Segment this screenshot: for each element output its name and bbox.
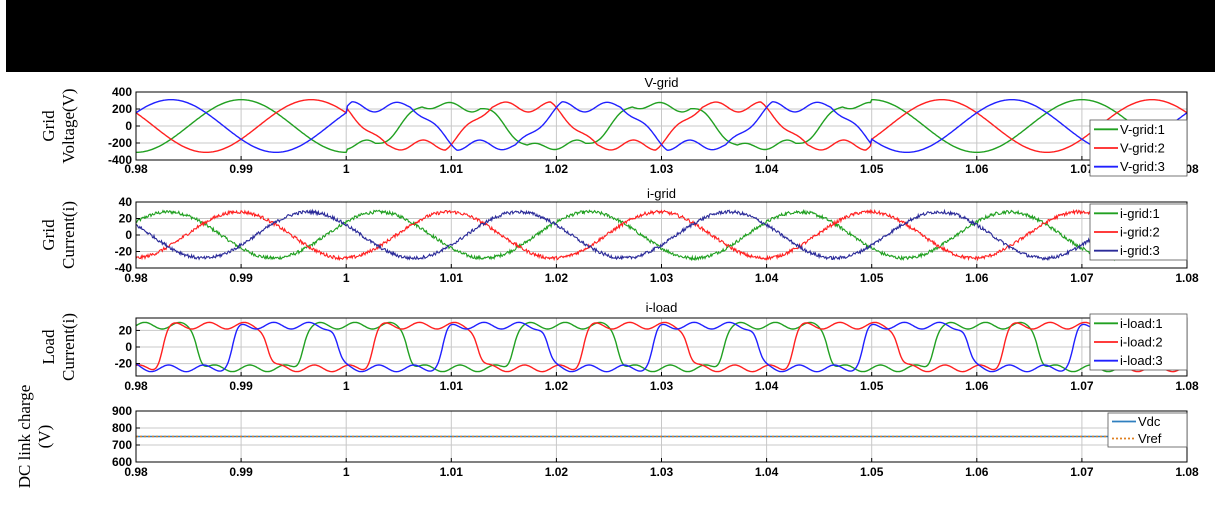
legend-label: i-grid:1: [1120, 206, 1160, 221]
y-tick-label: 400: [112, 85, 132, 99]
y-axis-label: Voltage(V): [59, 88, 78, 163]
x-tick-label: 1.05: [860, 379, 884, 393]
x-tick-label: 0.99: [229, 162, 253, 176]
legend-label: V-grid:1: [1120, 122, 1165, 137]
plot-panel-4: 0.98 0.99 1 1.01 1.02 1.03 1.04 1.05 1.06 1.07 1.0…: [15, 385, 1199, 489]
x-tick-label: 1.01: [440, 162, 464, 176]
legend: V-grid:1 V-grid:2 V-grid:3: [1089, 119, 1188, 177]
x-tick-label: 1.01: [440, 379, 464, 393]
y-axis-label: DC link charge: [15, 385, 34, 489]
x-tick-label: 1.06: [965, 271, 989, 285]
panel-title: V-grid: [645, 75, 679, 90]
x-tick-label: 1: [343, 162, 350, 176]
x-tick-label: 1.05: [860, 162, 884, 176]
x-tick-label: 1.03: [650, 162, 674, 176]
x-tick-label: 0.99: [229, 271, 253, 285]
x-tick-label: 1.07: [1070, 465, 1094, 479]
y-tick-label: 600: [112, 455, 132, 469]
x-tick-label: 1.02: [545, 271, 569, 285]
y-axis-label: Load: [39, 329, 58, 364]
x-tick-label: 1.02: [545, 465, 569, 479]
legend: i-load:1 i-load:2 i-load:3: [1089, 313, 1188, 371]
x-tick-label: 1.07: [1070, 379, 1094, 393]
legend-label: i-load:3: [1120, 353, 1163, 368]
y-tick-label: 0: [125, 228, 132, 242]
y-tick-label: 800: [112, 421, 132, 435]
legend-label: i-load:1: [1120, 316, 1163, 331]
legend-label: i-load:2: [1120, 335, 1163, 350]
x-tick-label: 1.02: [545, 379, 569, 393]
x-tick-label: 1.06: [965, 162, 989, 176]
x-tick-label: 0.99: [229, 379, 253, 393]
x-tick-label: 1.07: [1070, 162, 1094, 176]
x-tick-label: 1.04: [755, 465, 779, 479]
x-tick-label: 0.99: [229, 465, 253, 479]
x-tick-label: 1.06: [965, 465, 989, 479]
legend: Vdc Vref: [1107, 412, 1188, 448]
x-tick-label: 1.08: [1175, 271, 1199, 285]
series-line-v-grid-3: [136, 99, 1187, 153]
y-tick-label: -20: [115, 245, 133, 259]
y-tick-label: 40: [119, 195, 133, 209]
x-tick-label: 1.04: [755, 162, 779, 176]
panel-title: i-grid: [647, 186, 676, 201]
x-tick-label: 1.03: [650, 465, 674, 479]
y-tick-label: 0: [125, 119, 132, 133]
series-line-i-grid-3: [136, 208, 1187, 261]
x-tick-label: 1: [343, 271, 350, 285]
x-tick-label: 1.07: [1070, 271, 1094, 285]
x-tick-label: 1.03: [650, 271, 674, 285]
x-tick-label: 1.08: [1175, 379, 1199, 393]
legend-label: i-grid:3: [1120, 243, 1160, 258]
x-tick-label: 0.98: [124, 162, 148, 176]
x-tick-label: 1.04: [755, 379, 779, 393]
y-tick-label: -20: [115, 357, 133, 371]
x-tick-label: 1.08: [1175, 465, 1199, 479]
y-tick-label: 20: [119, 323, 133, 337]
y-tick-label: -200: [108, 136, 132, 150]
x-tick-label: 1.05: [860, 271, 884, 285]
x-tick-label: 1.04: [755, 271, 779, 285]
legend-label: Vdc: [1138, 414, 1161, 429]
y-tick-label: 900: [112, 404, 132, 418]
x-tick-label: 0.98: [124, 465, 148, 479]
x-tick-label: 1.01: [440, 271, 464, 285]
y-tick-label: -40: [115, 261, 133, 275]
legend-label: i-grid:2: [1120, 225, 1160, 240]
y-axis-label: Current(i): [59, 201, 78, 269]
x-tick-label: 1.01: [440, 465, 464, 479]
x-tick-label: 1.06: [965, 379, 989, 393]
series-line-i-load-3: [136, 321, 1187, 373]
y-tick-label: 700: [112, 438, 132, 452]
legend-box: [1107, 412, 1188, 448]
y-axis-label: Current(i): [59, 313, 78, 381]
y-tick-label: -400: [108, 153, 132, 167]
y-axis-label: (V): [35, 425, 54, 449]
y-axis-label: Grid: [39, 110, 58, 142]
legend: i-grid:1 i-grid:2 i-grid:3: [1089, 203, 1188, 261]
black-header-band: [6, 0, 1215, 72]
x-tick-label: 0.98: [124, 379, 148, 393]
series-line-i-grid-1: [136, 208, 1187, 262]
legend-label: V-grid:3: [1120, 159, 1165, 174]
series-line-i-grid-2: [136, 208, 1187, 262]
x-tick-label: 1.02: [545, 162, 569, 176]
x-tick-label: 0.98: [124, 271, 148, 285]
y-tick-label: 20: [119, 212, 133, 226]
legend-label: Vref: [1138, 431, 1162, 446]
panel-title: i-load: [646, 300, 678, 315]
x-tick-label: 1: [343, 379, 350, 393]
plot-panel-3: 0.98 0.99 1 1.01 1.02 1.03 1.04 1.05 1.06 1.07 1.0…: [39, 300, 1199, 393]
y-tick-label: 200: [112, 102, 132, 116]
x-tick-label: 1.05: [860, 465, 884, 479]
y-tick-label: 0: [125, 340, 132, 354]
plot-panel-1: 0.980.9911.011.021.031.041.051.061.071.0…: [39, 75, 1199, 177]
plot-panel-2: 0.98 0.99 1 1.01 1.02 1.03 1.04 1.05 1.06 1.07 1.0…: [39, 186, 1199, 285]
x-tick-label: 1: [343, 465, 350, 479]
series-line-i-load-2: [136, 321, 1187, 373]
y-axis-label: Grid: [39, 219, 58, 251]
x-tick-label: 1.03: [650, 379, 674, 393]
legend-label: V-grid:2: [1120, 141, 1165, 156]
